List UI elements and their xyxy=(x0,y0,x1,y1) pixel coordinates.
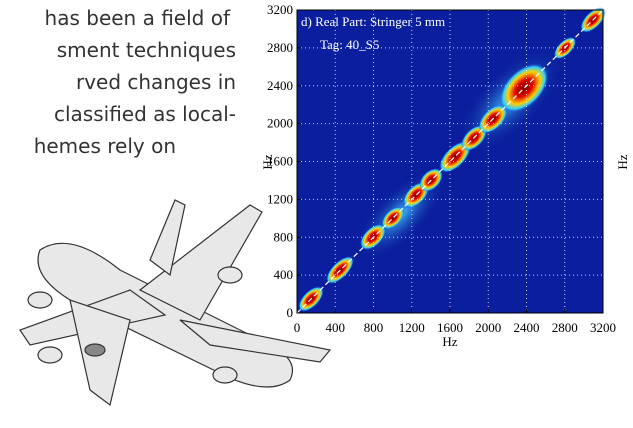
y-tick-label: 2800 xyxy=(267,40,293,55)
chart-title: d) Real Part: Stringer 5 mm xyxy=(301,14,445,29)
figure: d) Real Part: Stringer 5 mm Tag: 40_S5 H… xyxy=(0,0,633,428)
y-tick-label: 2400 xyxy=(267,78,293,93)
x-tick-label: 2800 xyxy=(552,320,578,335)
x-tick-label: 3200 xyxy=(590,320,616,335)
x-tick-label: 2400 xyxy=(514,320,540,335)
x-tick-label: 800 xyxy=(364,320,384,335)
y-tick-label: 800 xyxy=(274,229,294,244)
x-axis-label: Hz xyxy=(442,334,457,349)
y-tick-label: 3200 xyxy=(267,2,293,17)
y-tick-label: 1600 xyxy=(267,154,293,169)
y-tick-label: 2000 xyxy=(267,116,293,131)
y-tick-label: 400 xyxy=(274,267,294,282)
x-tick-label: 1200 xyxy=(399,320,425,335)
y-tick-label: 0 xyxy=(287,305,294,320)
x-tick-label: 400 xyxy=(326,320,346,335)
right-axis-label: Hz xyxy=(615,154,630,169)
x-tick-label: 0 xyxy=(294,320,301,335)
page: {"text_lines": ["has been a field of", "… xyxy=(0,0,633,428)
y-tick-label: 1200 xyxy=(267,191,293,206)
chart-subtitle: Tag: 40_S5 xyxy=(320,37,379,52)
x-tick-label: 2000 xyxy=(475,320,501,335)
x-tick-label: 1600 xyxy=(437,320,463,335)
